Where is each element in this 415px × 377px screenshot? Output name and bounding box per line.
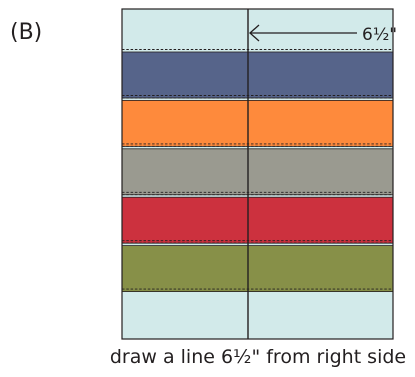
strip-red bbox=[121, 196, 394, 244]
caption: draw a line 6½" from right side bbox=[109, 346, 407, 368]
strip-gray bbox=[121, 148, 394, 196]
block-outline bbox=[121, 8, 394, 340]
panel-label: (B) bbox=[10, 20, 43, 45]
strip-blue bbox=[121, 51, 394, 99]
measurement-arrow bbox=[249, 24, 357, 42]
arrow-head-icon bbox=[249, 24, 260, 42]
fabric-strips bbox=[121, 49, 394, 293]
measurement-label: 6½" bbox=[362, 25, 397, 45]
strip-olive bbox=[121, 245, 394, 293]
strip-orange bbox=[121, 100, 394, 147]
